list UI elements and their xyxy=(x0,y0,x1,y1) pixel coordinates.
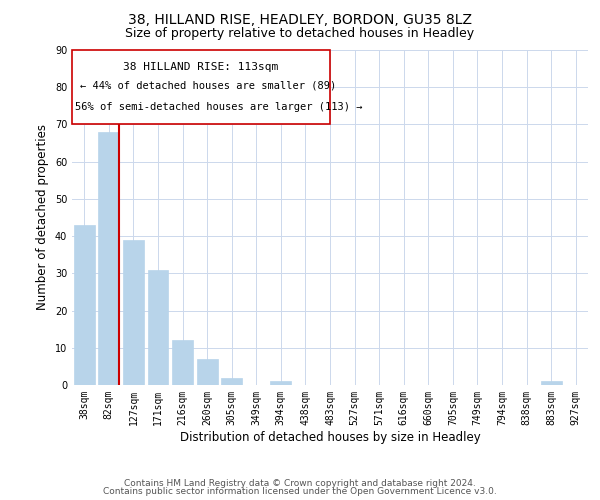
Text: 38, HILLAND RISE, HEADLEY, BORDON, GU35 8LZ: 38, HILLAND RISE, HEADLEY, BORDON, GU35 … xyxy=(128,12,472,26)
Bar xyxy=(271,382,292,385)
Text: ← 44% of detached houses are smaller (89): ← 44% of detached houses are smaller (89… xyxy=(80,80,336,90)
Bar xyxy=(541,382,562,385)
X-axis label: Distribution of detached houses by size in Headley: Distribution of detached houses by size … xyxy=(179,430,481,444)
Y-axis label: Number of detached properties: Number of detached properties xyxy=(36,124,49,310)
Text: Contains HM Land Registry data © Crown copyright and database right 2024.: Contains HM Land Registry data © Crown c… xyxy=(124,478,476,488)
Text: 56% of semi-detached houses are larger (113) →: 56% of semi-detached houses are larger (… xyxy=(74,102,362,112)
Text: 38 HILLAND RISE: 113sqm: 38 HILLAND RISE: 113sqm xyxy=(124,62,278,72)
Bar xyxy=(123,240,144,385)
Bar xyxy=(172,340,193,385)
Bar xyxy=(221,378,242,385)
Bar xyxy=(197,359,218,385)
Bar xyxy=(74,225,95,385)
Text: Contains public sector information licensed under the Open Government Licence v3: Contains public sector information licen… xyxy=(103,487,497,496)
Bar xyxy=(98,132,119,385)
Bar xyxy=(148,270,169,385)
Text: Size of property relative to detached houses in Headley: Size of property relative to detached ho… xyxy=(125,28,475,40)
FancyBboxPatch shape xyxy=(72,50,330,124)
